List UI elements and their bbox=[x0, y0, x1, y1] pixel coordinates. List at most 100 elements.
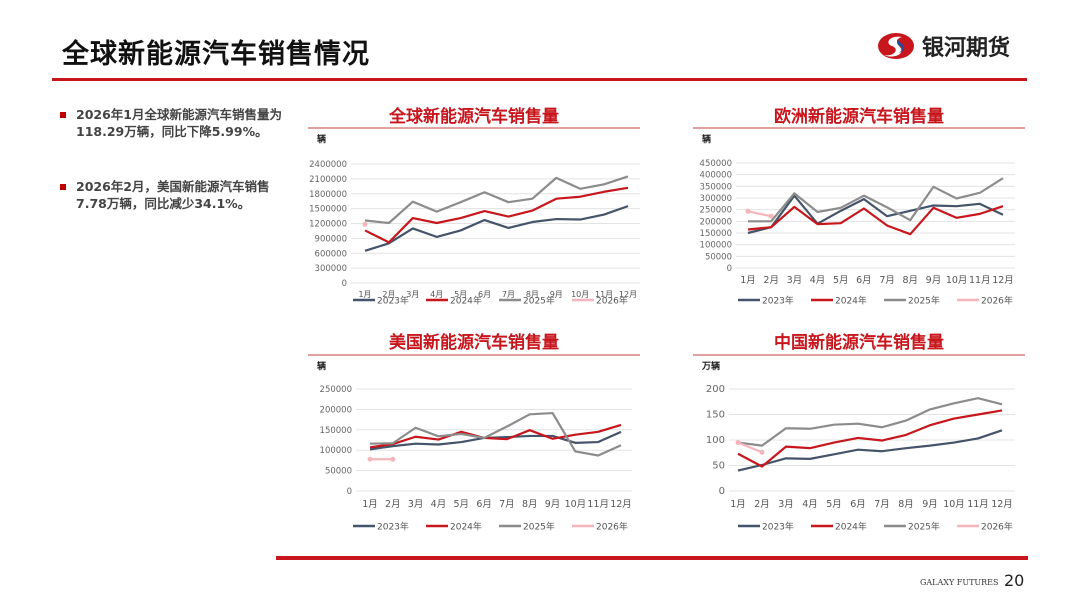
x-tick-label: 3月 bbox=[408, 499, 424, 510]
x-tick-label: 3月 bbox=[406, 290, 419, 299]
legend-label: 2024年 bbox=[835, 295, 867, 307]
bullet-text: 2026年2月，美国新能源汽车销售7.78万辆，同比减少34.1%。 bbox=[76, 179, 270, 211]
legend-label: 2025年 bbox=[523, 295, 555, 307]
y-tick-label: 0 bbox=[727, 264, 732, 274]
y-axis-unit: 辆 bbox=[702, 133, 711, 145]
y-axis-unit: 万辆 bbox=[701, 360, 720, 372]
series-line-2025年 bbox=[748, 177, 1004, 223]
footer-brand: GALAXY FUTURES bbox=[920, 578, 999, 587]
x-tick-label: 3月 bbox=[778, 499, 794, 510]
x-tick-label: 8月 bbox=[526, 290, 539, 299]
x-tick-label: 5月 bbox=[826, 499, 842, 510]
y-tick-label: 900000 bbox=[315, 234, 347, 244]
y-tick-label: 0 bbox=[342, 279, 347, 289]
x-tick-label: 10月 bbox=[943, 499, 965, 510]
y-axis-unit: 辆 bbox=[317, 133, 326, 145]
page-title: 全球新能源汽车销售情况 bbox=[62, 39, 370, 70]
x-tick-label: 6月 bbox=[850, 499, 866, 510]
x-tick-label: 10月 bbox=[565, 499, 587, 510]
y-tick-label: 400000 bbox=[700, 171, 732, 181]
chart-title: 全球新能源汽车销售量 bbox=[388, 106, 559, 127]
legend-label: 2024年 bbox=[450, 295, 482, 307]
y-tick-label: 0 bbox=[719, 486, 725, 497]
y-tick-label: 0 bbox=[347, 487, 352, 497]
x-tick-label: 5月 bbox=[833, 275, 849, 286]
x-tick-label: 7月 bbox=[874, 499, 890, 510]
y-tick-label: 150 bbox=[706, 410, 725, 421]
y-tick-label: 50000 bbox=[325, 467, 352, 477]
x-tick-label: 11月 bbox=[595, 290, 613, 299]
y-tick-label: 100 bbox=[706, 435, 725, 446]
y-tick-label: 600000 bbox=[315, 249, 347, 259]
data-point-2026年 bbox=[390, 456, 396, 462]
x-tick-label: 11月 bbox=[967, 499, 989, 510]
summary-bullets: 2026年1月全球新能源汽车销售量为118.29万辆，同比下降5.99%。 20… bbox=[58, 106, 283, 250]
y-tick-label: 1200000 bbox=[309, 220, 347, 230]
x-tick-label: 10月 bbox=[571, 290, 589, 299]
bullet-text: 2026年1月全球新能源汽车销售量为118.29万辆，同比下降5.99%。 bbox=[76, 107, 282, 139]
legend-label: 2026年 bbox=[981, 521, 1013, 533]
y-tick-label: 1800000 bbox=[309, 190, 347, 200]
y-tick-label: 300000 bbox=[700, 194, 732, 204]
data-point-2026年 bbox=[362, 221, 368, 227]
x-tick-label: 6月 bbox=[476, 499, 492, 510]
y-tick-label: 300000 bbox=[315, 264, 347, 274]
y-tick-label: 200000 bbox=[700, 217, 732, 227]
data-point-2026年 bbox=[759, 449, 765, 455]
x-tick-label: 9月 bbox=[545, 499, 561, 510]
brand-logo: 银河期货 bbox=[876, 30, 1010, 62]
galaxy-logo-icon bbox=[878, 33, 914, 59]
y-tick-label: 450000 bbox=[700, 159, 732, 169]
series-line-2023年 bbox=[747, 194, 1004, 235]
data-point-2026年 bbox=[745, 208, 751, 214]
header-divider bbox=[52, 78, 1027, 81]
x-tick-label: 11月 bbox=[587, 499, 609, 510]
y-tick-label: 100000 bbox=[320, 446, 352, 456]
y-tick-label: 150000 bbox=[320, 426, 352, 436]
x-tick-label: 11月 bbox=[969, 275, 991, 286]
bullet-item: 2026年2月，美国新能源汽车销售7.78万辆，同比减少34.1%。 bbox=[58, 178, 283, 212]
chart-title: 美国新能源汽车销售量 bbox=[389, 332, 559, 353]
x-tick-label: 6月 bbox=[478, 290, 491, 299]
y-tick-label: 100000 bbox=[700, 241, 732, 251]
x-tick-label: 12月 bbox=[619, 290, 637, 299]
x-tick-label: 5月 bbox=[453, 499, 469, 510]
x-tick-label: 2月 bbox=[763, 275, 779, 286]
legend-label: 2023年 bbox=[762, 521, 794, 533]
legend-label: 2023年 bbox=[377, 295, 409, 307]
series-line-2023年 bbox=[737, 429, 1003, 472]
x-tick-label: 8月 bbox=[522, 499, 538, 510]
legend-label: 2026年 bbox=[596, 521, 628, 533]
x-tick-label: 8月 bbox=[898, 499, 914, 510]
y-tick-label: 250000 bbox=[320, 385, 352, 395]
x-tick-label: 10月 bbox=[946, 275, 968, 286]
series-line-2025年 bbox=[369, 411, 622, 457]
legend-label: 2025年 bbox=[908, 295, 940, 307]
series-line-2024年 bbox=[747, 205, 1004, 236]
bullet-item: 2026年1月全球新能源汽车销售量为118.29万辆，同比下降5.99%。 bbox=[58, 106, 283, 140]
x-tick-label: 6月 bbox=[856, 275, 872, 286]
series-line-2025年 bbox=[737, 397, 1003, 447]
footer-divider bbox=[276, 556, 1028, 560]
series-line-2023年 bbox=[364, 205, 629, 252]
x-tick-label: 4月 bbox=[802, 499, 818, 510]
x-tick-label: 12月 bbox=[610, 499, 632, 510]
x-tick-label: 12月 bbox=[992, 275, 1014, 286]
x-tick-label: 1月 bbox=[362, 499, 378, 510]
legend-label: 2025年 bbox=[523, 521, 555, 533]
x-tick-label: 9月 bbox=[926, 275, 942, 286]
legend-label: 2025年 bbox=[908, 521, 940, 533]
page-number: 20 bbox=[1004, 571, 1025, 590]
series-line-2026年 bbox=[737, 441, 763, 454]
y-tick-label: 200 bbox=[706, 384, 725, 395]
x-tick-label: 12月 bbox=[991, 499, 1013, 510]
x-tick-label: 7月 bbox=[502, 290, 515, 299]
chart-title: 欧洲新能源汽车销售量 bbox=[774, 106, 944, 127]
legend-label: 2026年 bbox=[596, 295, 628, 307]
x-tick-label: 5月 bbox=[454, 290, 467, 299]
data-point-2026年 bbox=[367, 456, 373, 462]
x-tick-label: 7月 bbox=[879, 275, 895, 286]
x-tick-label: 3月 bbox=[787, 275, 803, 286]
chart-title: 中国新能源汽车销售量 bbox=[774, 332, 944, 353]
series-line-2024年 bbox=[364, 186, 629, 244]
